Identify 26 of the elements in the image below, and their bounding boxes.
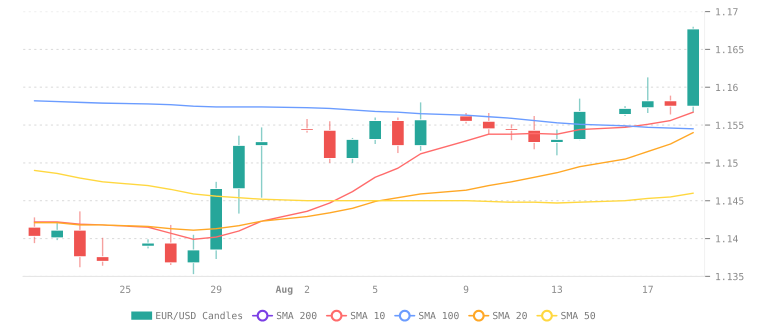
legend-label: SMA 50 — [561, 312, 596, 320]
x-tick-label: 2 — [304, 286, 310, 293]
y-tick-label: 1.14 — [716, 235, 738, 242]
legend-label: EUR/USD Candles — [156, 312, 242, 320]
x-tick-label: 13 — [552, 286, 562, 293]
y-tick-label: 1.16 — [716, 84, 738, 92]
line-series — [34, 132, 694, 231]
x-tick-label: Aug — [276, 286, 292, 295]
y-tick-label: 1.145 — [716, 197, 744, 205]
x-tick-label: 9 — [464, 286, 468, 293]
y-tick-label: 1.17 — [716, 8, 738, 16]
y-tick-label: 1.155 — [716, 122, 744, 129]
x-tick-label: 17 — [643, 286, 653, 293]
y-tick-label: 1.165 — [716, 46, 744, 54]
legend-label: SMA 200 — [276, 312, 316, 320]
legend-label: SMA 10 — [350, 312, 385, 320]
legend-label: SMA 20 — [493, 312, 527, 320]
y-tick-label: 1.15 — [716, 160, 738, 167]
line-series — [34, 170, 694, 204]
x-tick-label: 5 — [372, 286, 378, 293]
y-tick-label: 1.135 — [716, 272, 744, 280]
legend-label: SMA 100 — [419, 312, 459, 320]
x-tick-label: 29 — [211, 286, 222, 293]
x-tick-label: 25 — [120, 286, 130, 293]
line-series — [34, 100, 694, 130]
line-series — [34, 112, 694, 240]
